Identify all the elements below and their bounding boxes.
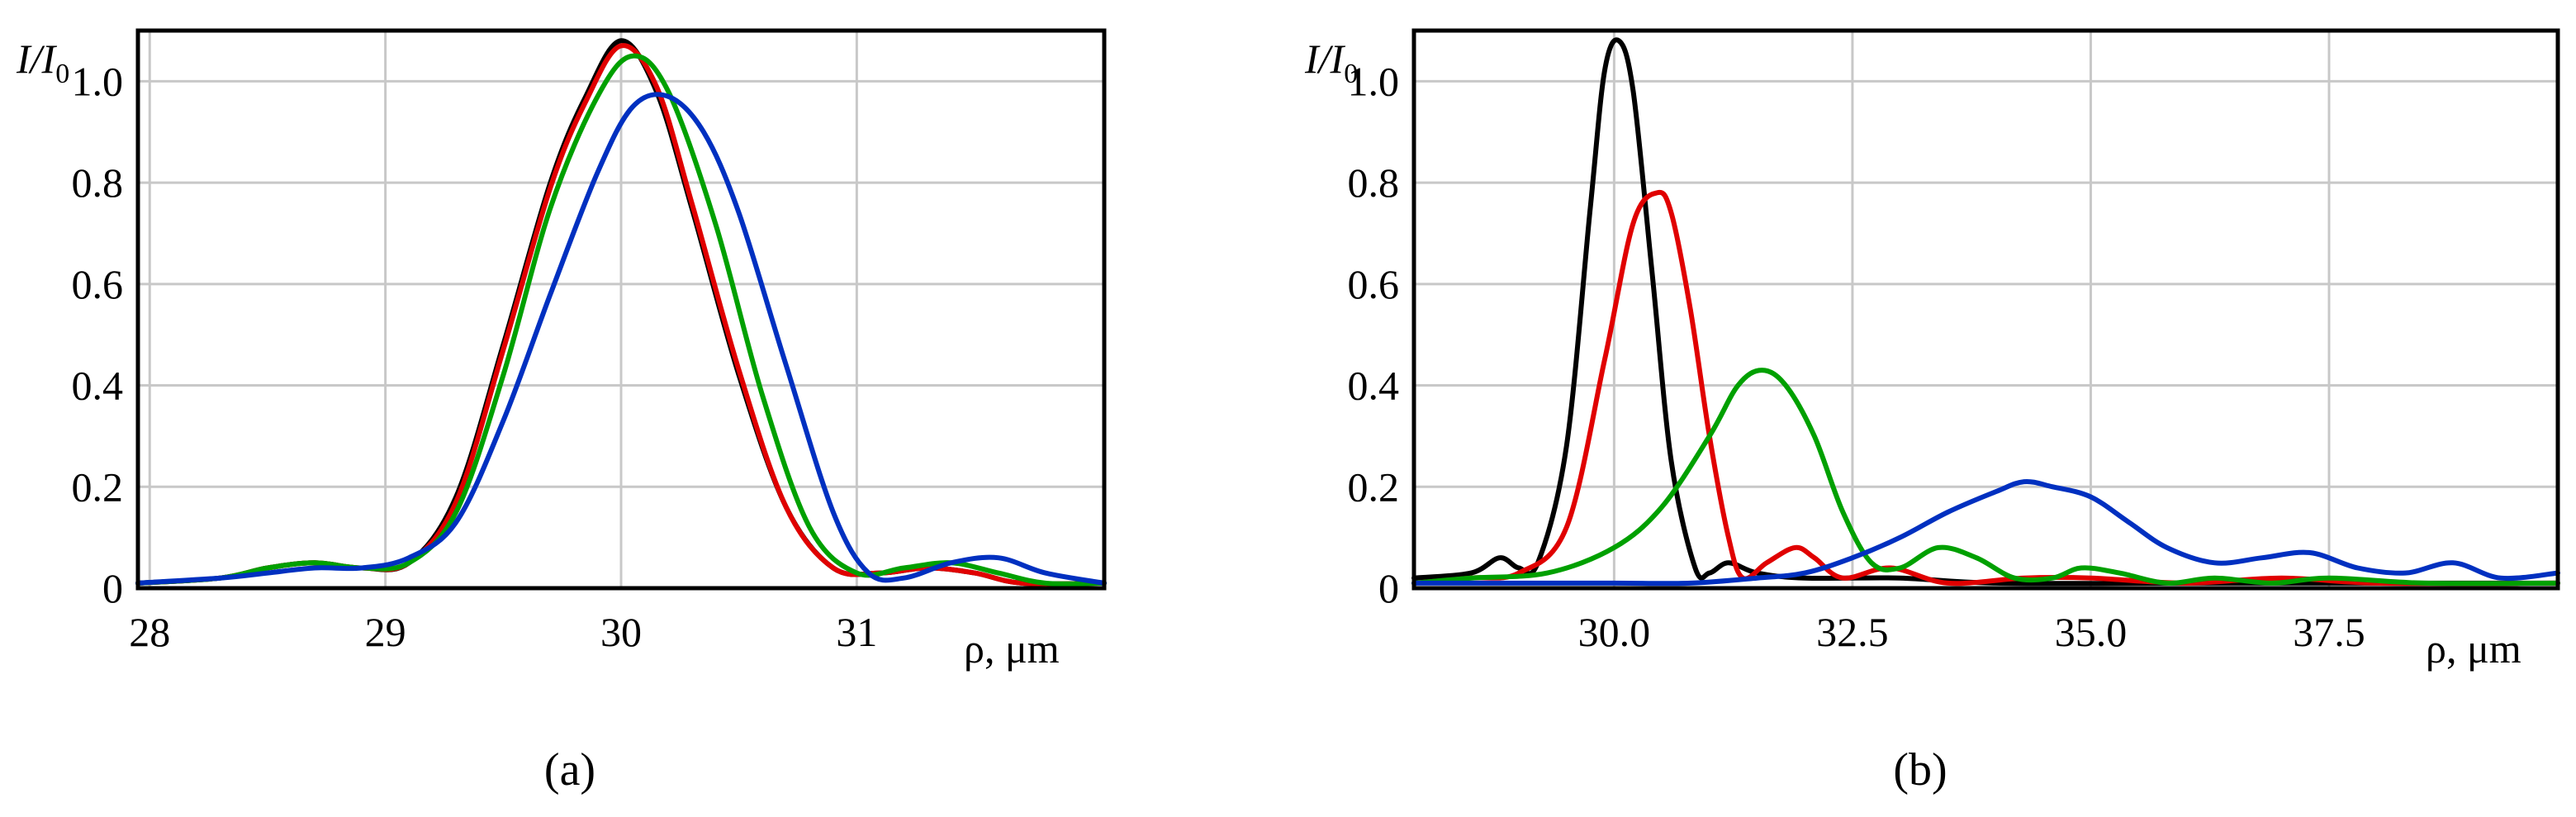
y-tick-labels-a: 0 0.2 0.4 0.6 0.8 1.0: [72, 58, 124, 611]
x-tick-label-b: 30.0: [1578, 609, 1651, 655]
x-tick-label-a: 30: [600, 609, 642, 655]
series-line-blue-a: [135, 92, 1107, 586]
series-line-blue-b: [1411, 478, 2560, 587]
y-axis-title-main-b: I/I: [1304, 36, 1346, 82]
y-tick-label-a: 0.4: [72, 363, 124, 409]
x-axis-title-b: ρ, μm: [2426, 625, 2521, 672]
y-tick-label-a: 0.8: [72, 159, 124, 206]
x-tick-label-a: 31: [836, 609, 877, 655]
series-lines-a: [135, 38, 1107, 587]
y-axis-title-a: I/I0: [16, 36, 69, 89]
y-axis-title-b: I/I0: [1304, 36, 1358, 89]
y-tick-label-b: 0.8: [1348, 159, 1400, 206]
plot-frame-b: [1411, 28, 2560, 591]
y-axis-title-main-a: I/I: [16, 36, 58, 82]
x-tick-label-a: 28: [129, 609, 170, 655]
panel-label-a: (a): [544, 744, 595, 796]
y-tick-label-b: 0.6: [1348, 261, 1400, 307]
x-tick-label-b: 35.0: [2055, 609, 2128, 655]
y-tick-label-b: 0.2: [1348, 463, 1400, 510]
x-tick-label-b: 32.5: [1816, 609, 1889, 655]
x-tick-label-b: 37.5: [2293, 609, 2365, 655]
gridlines-b: [1414, 31, 2558, 588]
y-tick-label-a: 1.0: [72, 58, 124, 104]
y-axis-title-sub-b: 0: [1344, 59, 1358, 89]
series-line-green-b: [1411, 368, 2560, 587]
y-tick-label-a: 0: [102, 565, 123, 611]
y-tick-label-a: 0.2: [72, 463, 124, 510]
x-tick-labels-b: 30.0 32.5 35.0 37.5: [1578, 609, 2365, 655]
y-tick-label-b: 0: [1378, 565, 1399, 611]
y-tick-labels-b: 0 0.2 0.4 0.6 0.8 1.0: [1348, 58, 1400, 611]
y-axis-title-sub-a: 0: [55, 59, 69, 89]
y-tick-label-b: 0.4: [1348, 363, 1400, 409]
x-axis-title-a: ρ, μm: [964, 625, 1060, 672]
x-tick-label-a: 29: [365, 609, 406, 655]
chart-panel-a: 00.20.40.60.81.0 28 29 30 31 I/I0 ρ, μm (a): [16, 28, 1107, 796]
y-tick-label-b: 1.0: [1348, 58, 1400, 104]
x-tick-labels-a: 28 29 30 31: [129, 609, 877, 655]
series-lines-b: [1411, 37, 2560, 587]
plot-frame-a: [135, 28, 1107, 591]
panel-label-b: (b): [1893, 744, 1947, 796]
y-tick-label-a: 0.6: [72, 261, 124, 307]
chart-panel-b: 00.20.40.60.81.0 30.0 32.5 35.0 37.5 I/I0 ρ…: [1304, 28, 2560, 796]
series-line-black-b: [1411, 37, 2560, 587]
